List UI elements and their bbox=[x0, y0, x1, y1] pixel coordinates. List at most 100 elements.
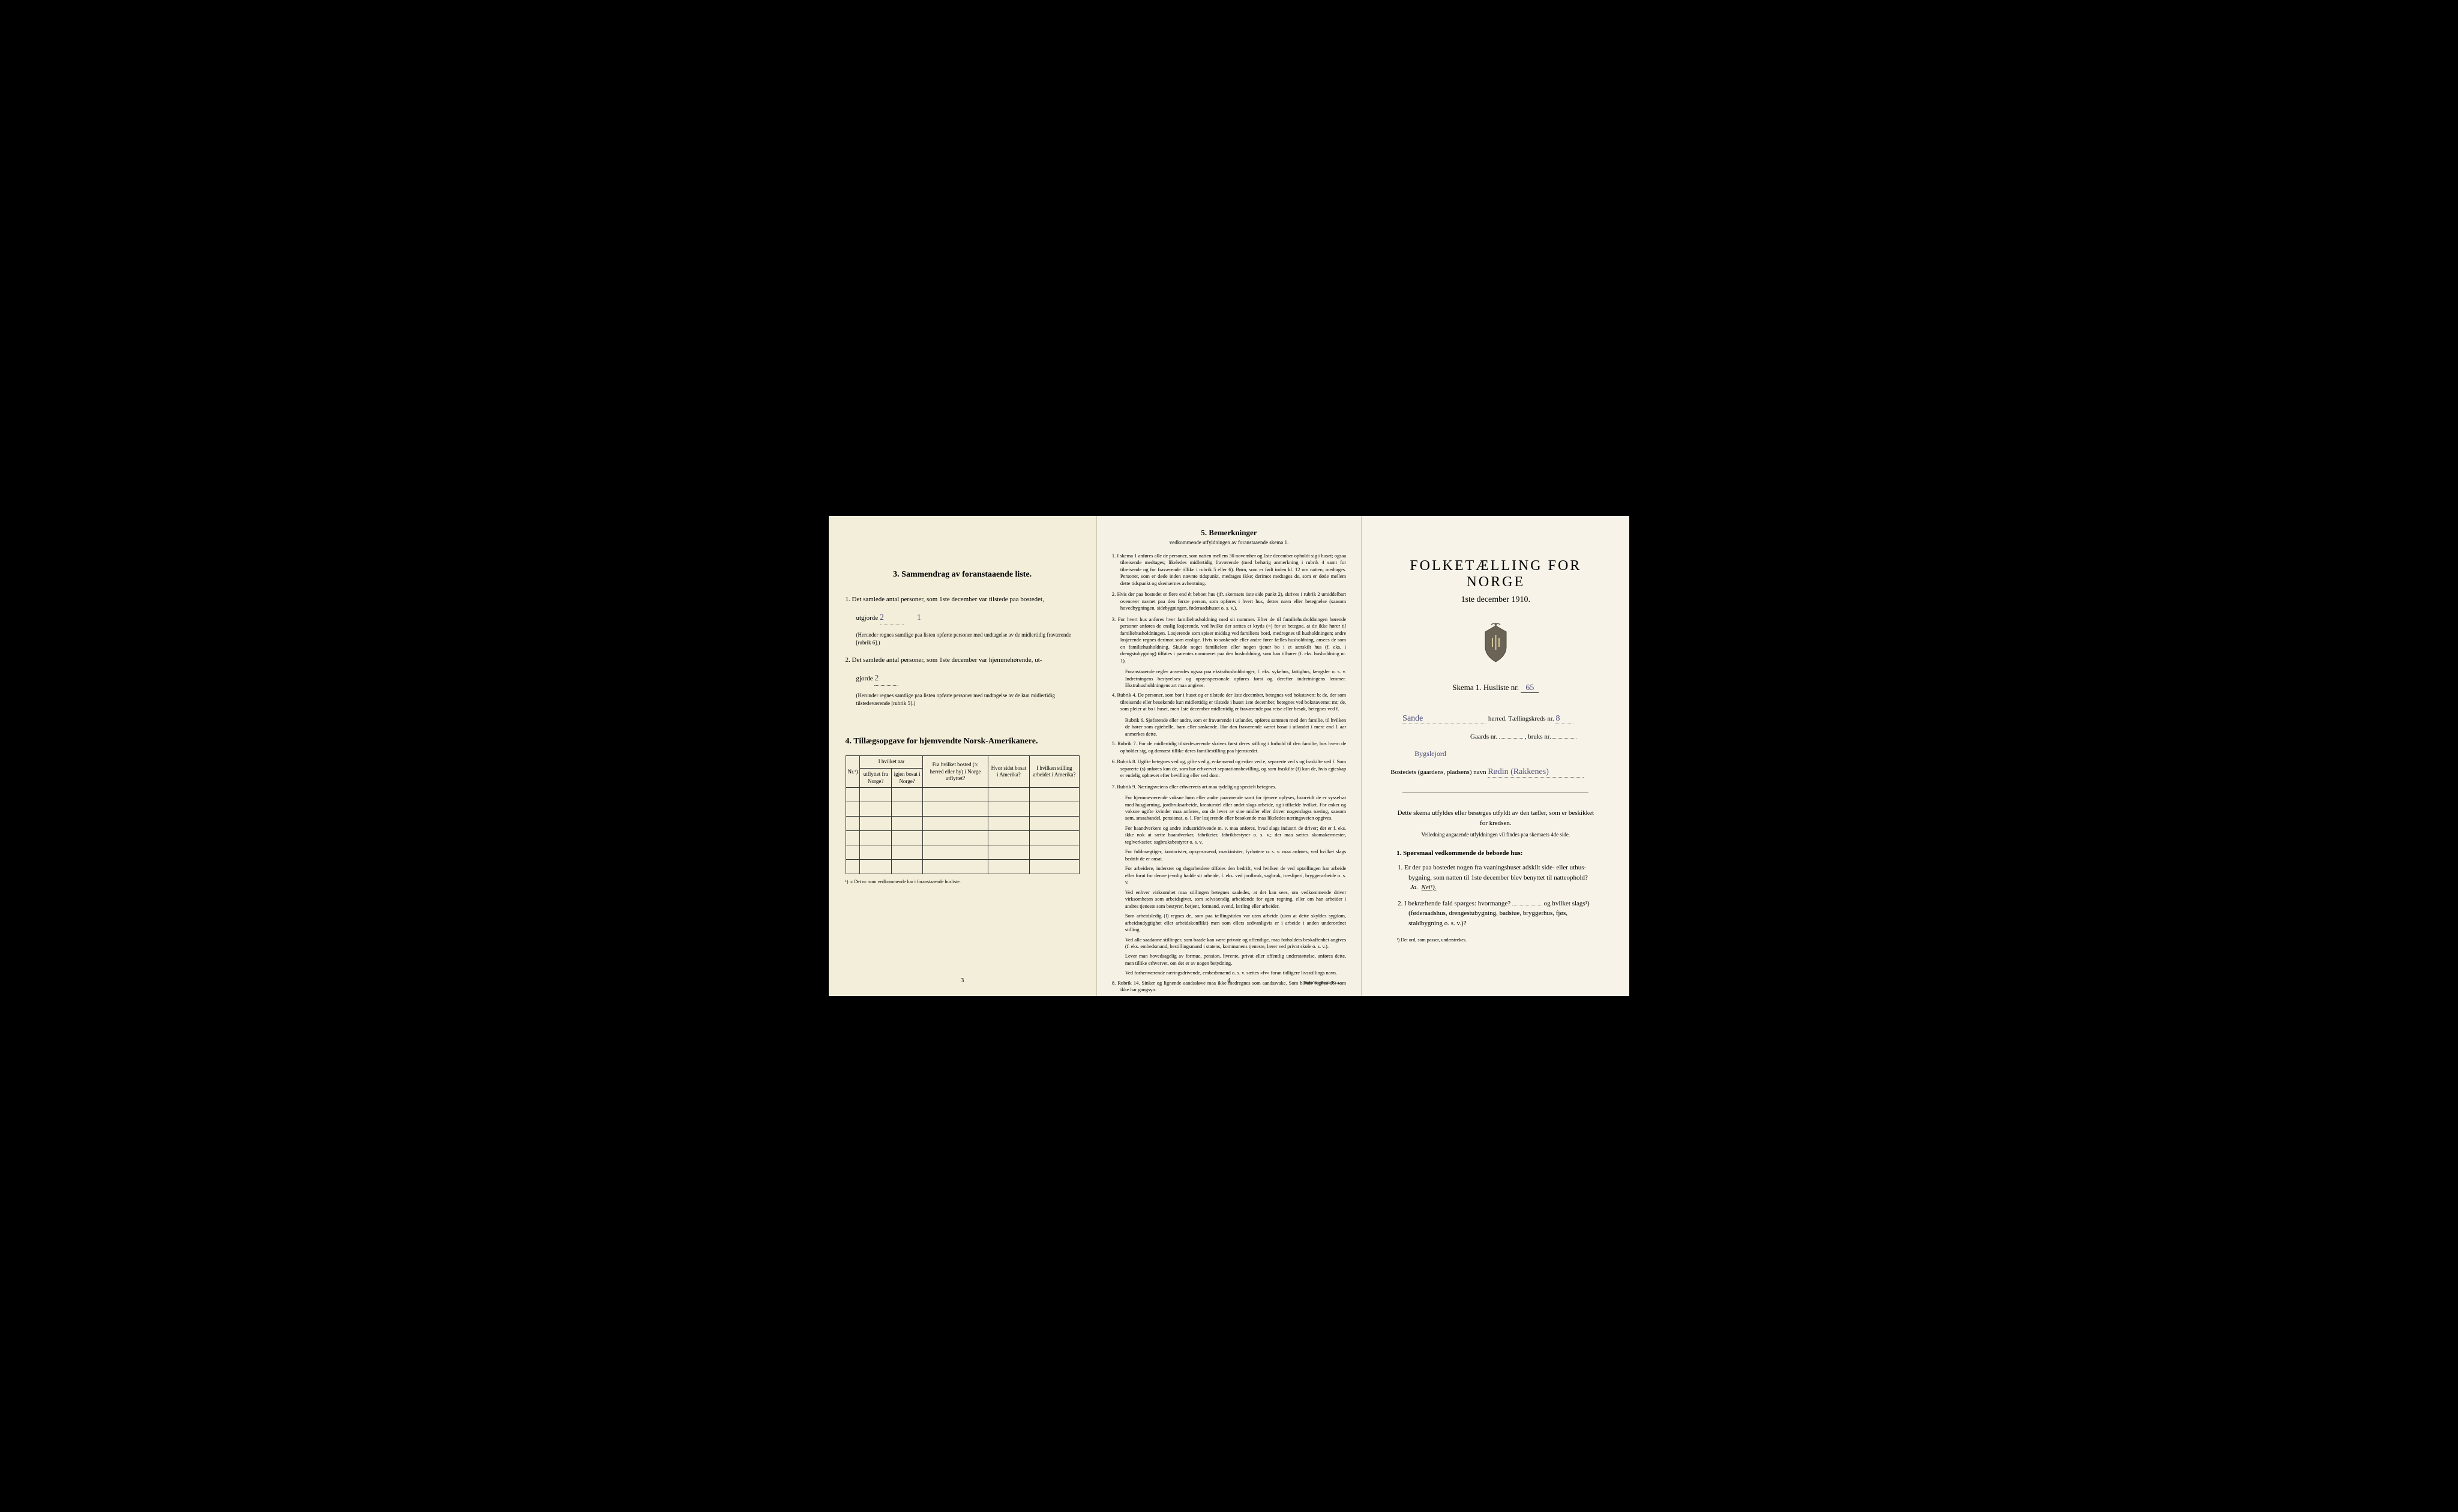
table-row bbox=[846, 860, 1079, 874]
table-cell bbox=[1030, 860, 1080, 874]
table-cell bbox=[846, 788, 860, 802]
middle-subtitle: vedkommende utfyldningen av foranstaaend… bbox=[1112, 539, 1346, 545]
q2-text: 2. I bekræftende fald spørges: hvormange… bbox=[1398, 900, 1510, 907]
section3-item1: 1. Det samlede antal personer, som 1ste … bbox=[846, 595, 1080, 605]
remark-sub: Rubrik 6. Sjøfarende eller andre, som er… bbox=[1112, 717, 1346, 737]
q1-nei: Nei¹). bbox=[1422, 884, 1437, 891]
skema-line: Skema 1. Husliste nr. 65 bbox=[1378, 683, 1612, 693]
remark-item: 3. For hvert hus anføres hver familiehus… bbox=[1112, 616, 1346, 664]
bosted-label: Bostedets (gaardens, pladsens) navn bbox=[1390, 769, 1486, 776]
table-cell bbox=[846, 845, 860, 860]
page-right: FOLKETÆLLING FOR NORGE 1ste december 191… bbox=[1362, 516, 1629, 996]
page-middle: 5. Bemerkninger vedkommende utfyldningen… bbox=[1097, 516, 1362, 996]
section-4-title: 4. Tillægsopgave for hjemvendte Norsk-Am… bbox=[846, 737, 1080, 746]
table-cell bbox=[860, 788, 891, 802]
remark-sub: For arbeidere, inderster og dagarbeidere… bbox=[1112, 865, 1346, 886]
remark-sub: For haandverkere og andre industridriven… bbox=[1112, 825, 1346, 845]
table-cell bbox=[846, 831, 860, 845]
bosted-type-line: Bygslejord bbox=[1378, 749, 1612, 758]
gaards-line: Gaards nr. , bruks nr. bbox=[1378, 733, 1612, 740]
table-cell bbox=[923, 802, 988, 817]
col-igjenbosat: igjen bosat i Norge? bbox=[891, 769, 922, 788]
item1-line2: utgjorde 2 1 bbox=[846, 611, 1080, 625]
page-number-left: 3 bbox=[961, 977, 964, 984]
remark-sub: Ved alle saadanne stillinger, som baade … bbox=[1112, 937, 1346, 950]
table-row bbox=[846, 817, 1079, 831]
col-stilling: I hvilken stilling arbeidet i Amerika? bbox=[1030, 756, 1080, 788]
herred-label: herred. Tællingskreds nr. bbox=[1488, 715, 1554, 722]
table-row bbox=[846, 845, 1079, 860]
gaards-nr bbox=[1499, 738, 1523, 739]
item2-note: (Herunder regnes samtlige paa listen opf… bbox=[846, 692, 1080, 707]
remark-sub: Som arbeidsledig (l) regnes de, som paa … bbox=[1112, 913, 1346, 933]
item2-prefix: 2. bbox=[846, 656, 850, 664]
remark-sub: For hjemmeværende voksne børn eller andr… bbox=[1112, 794, 1346, 822]
table-cell bbox=[988, 831, 1029, 845]
table-cell bbox=[923, 860, 988, 874]
section-4: 4. Tillægsopgave for hjemvendte Norsk-Am… bbox=[846, 737, 1080, 884]
q1-ja: Ja. bbox=[1410, 884, 1418, 891]
remark-item: 5. Rubrik 7. For de midlertidig tilstede… bbox=[1112, 740, 1346, 754]
item2-line2-label: gjorde bbox=[856, 675, 873, 682]
remark-item: 6. Rubrik 8. Ugifte betegnes ved ug, gif… bbox=[1112, 758, 1346, 779]
supplement-table: Nr.¹) I hvilket aar Fra hvilket bosted (… bbox=[846, 755, 1080, 874]
table-cell bbox=[923, 831, 988, 845]
skema-nr: 65 bbox=[1521, 683, 1539, 693]
instruction: Dette skema utfyldes eller besørges utfy… bbox=[1396, 808, 1594, 828]
kreds-nr: 8 bbox=[1555, 714, 1573, 724]
table-cell bbox=[1030, 845, 1080, 860]
item1-text: Det samlede antal personer, som 1ste dec… bbox=[852, 596, 1044, 603]
table-cell bbox=[860, 802, 891, 817]
footnote-right: ¹) Det ord, som passer, understrekes. bbox=[1396, 937, 1594, 943]
table-cell bbox=[1030, 817, 1080, 831]
document-container: 3. Sammendrag av foranstaaende liste. 1.… bbox=[820, 504, 1639, 1008]
item1-line2-label: utgjorde bbox=[856, 614, 879, 622]
table-cell bbox=[988, 802, 1029, 817]
table-cell bbox=[860, 845, 891, 860]
remarks-container: 1. I skema 1 anføres alle de personer, s… bbox=[1112, 553, 1346, 994]
bosted-type: Bygslejord bbox=[1414, 749, 1446, 758]
question-header: 1. Spørsmaal vedkommende de beboede hus: bbox=[1396, 850, 1594, 857]
col-group1: I hvilket aar bbox=[860, 756, 923, 769]
remark-item: 2. Hvis der paa bostedet er flere end ét… bbox=[1112, 591, 1346, 611]
table-cell bbox=[923, 845, 988, 860]
bruks-nr bbox=[1552, 738, 1576, 739]
table-cell bbox=[860, 817, 891, 831]
remark-sub: Foranstaaende regler anvendes ogsaa paa … bbox=[1112, 668, 1346, 689]
table-cell bbox=[846, 817, 860, 831]
section-3: 3. Sammendrag av foranstaaende liste. 1.… bbox=[846, 570, 1080, 707]
question-2: 2. I bekræftende fald spørges: hvormange… bbox=[1408, 899, 1594, 929]
bosted-line: Bostedets (gaardens, pladsens) navn Rødi… bbox=[1378, 767, 1612, 778]
table-cell bbox=[846, 860, 860, 874]
skema-label: Skema 1. Husliste nr. bbox=[1452, 683, 1519, 692]
col-nr: Nr.¹) bbox=[846, 756, 860, 788]
col-utflyttet: utflyttet fra Norge? bbox=[860, 769, 891, 788]
supplement-tbody bbox=[846, 788, 1079, 874]
table-cell bbox=[1030, 788, 1080, 802]
remark-sub: Ved forhenværende næringsdrivende, embed… bbox=[1112, 970, 1346, 976]
herred-line: Sande herred. Tællingskreds nr. 8 bbox=[1378, 714, 1612, 724]
bruks-label: , bruks nr. bbox=[1525, 733, 1551, 740]
table-cell bbox=[988, 788, 1029, 802]
table-header-row1: Nr.¹) I hvilket aar Fra hvilket bosted (… bbox=[846, 756, 1079, 769]
table-cell bbox=[860, 831, 891, 845]
table-cell bbox=[988, 845, 1029, 860]
table-cell bbox=[891, 845, 922, 860]
item2-line2: gjorde 2 bbox=[846, 672, 1080, 686]
table-row bbox=[846, 788, 1079, 802]
middle-title: 5. Bemerkninger bbox=[1112, 528, 1346, 538]
bosted-name: Rødin (Rakkenes) bbox=[1488, 767, 1584, 778]
section3-item2: 2. Det samlede antal personer, som 1ste … bbox=[846, 655, 1080, 666]
item2-value1: 2 bbox=[874, 672, 898, 686]
table-cell bbox=[1030, 802, 1080, 817]
remark-sub: For fuldmægtiger, kontorister, opsynsmæn… bbox=[1112, 848, 1346, 862]
table-cell bbox=[846, 802, 860, 817]
table-cell bbox=[860, 860, 891, 874]
instruction-small: Veiledning angaaende utfyldningen vil fi… bbox=[1378, 832, 1612, 838]
printer-note: Steen'ske Bogtr. Kr.a. bbox=[1304, 980, 1341, 985]
table-cell bbox=[923, 817, 988, 831]
col-fra-bosted: Fra hvilket bosted (ɔ: herred eller by) … bbox=[923, 756, 988, 788]
remark-item: 7. Rubrik 9. Næringsveiens eller erhverv… bbox=[1112, 784, 1346, 790]
remark-item: 4. Rubrik 4. De personer, som bor i huse… bbox=[1112, 692, 1346, 712]
main-title: FOLKETÆLLING FOR NORGE bbox=[1378, 558, 1612, 590]
